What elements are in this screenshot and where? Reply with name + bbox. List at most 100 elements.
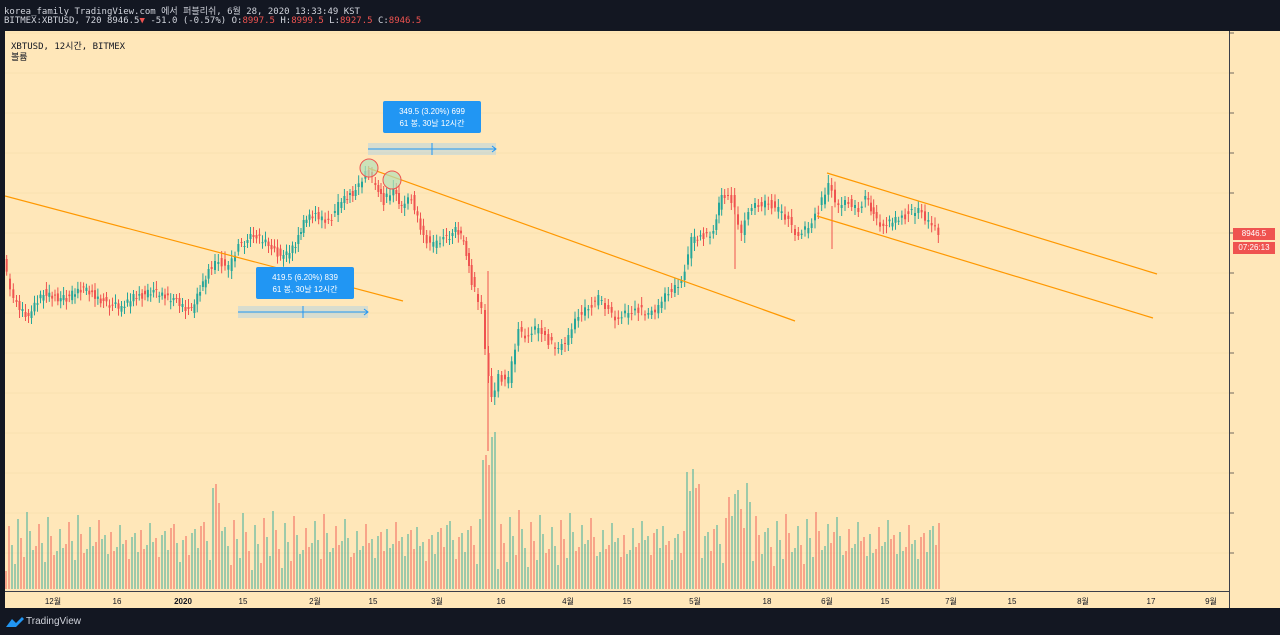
- volume-bar: [170, 528, 172, 589]
- down-arrow-icon: ▼: [139, 16, 145, 26]
- volume-bar: [863, 537, 865, 589]
- candle-body: [567, 335, 570, 345]
- candle-body: [164, 294, 166, 299]
- candle-body: [135, 298, 138, 299]
- volume-bar: [242, 513, 244, 589]
- candle-body: [74, 294, 76, 297]
- volume-bar: [692, 469, 694, 589]
- volume-bar: [758, 535, 760, 589]
- candle-body: [175, 298, 178, 299]
- candle-body: [230, 258, 233, 271]
- candle-body: [924, 211, 926, 221]
- volume-bar: [665, 545, 667, 589]
- volume-bar: [839, 536, 841, 589]
- candle-body: [343, 196, 346, 203]
- volume-bar: [215, 484, 217, 589]
- volume-bar: [89, 527, 91, 589]
- volume-bar: [377, 536, 379, 589]
- candle-body: [804, 226, 806, 230]
- candle-body: [664, 293, 666, 302]
- candle-body: [392, 188, 395, 196]
- candle-body: [407, 197, 409, 204]
- candle-body: [62, 295, 65, 301]
- candle-body: [715, 219, 718, 230]
- candle-body: [657, 305, 660, 314]
- candle-body: [604, 303, 606, 309]
- volume-bar: [524, 548, 526, 589]
- candle-body: [138, 294, 141, 296]
- volume-bar: [710, 551, 712, 589]
- tradingview-logo-icon[interactable]: [6, 617, 24, 627]
- arrow-right-icon: [491, 145, 497, 153]
- candle-body: [712, 231, 715, 234]
- candle-body: [696, 239, 699, 241]
- volume-bar: [917, 559, 919, 589]
- volume-bar: [821, 550, 823, 589]
- volume-bar: [410, 530, 412, 589]
- volume-bar: [806, 519, 808, 589]
- volume-bar: [887, 520, 889, 589]
- volume-bar: [473, 545, 475, 589]
- candle-body: [680, 280, 683, 283]
- volume-bar: [530, 522, 532, 589]
- candle-body: [630, 313, 633, 314]
- candle-body: [504, 374, 506, 380]
- volume-bar: [545, 553, 547, 589]
- volume-bar: [371, 539, 373, 589]
- volume-bar: [857, 522, 859, 589]
- volume-bar: [389, 548, 391, 589]
- candle-body: [534, 326, 536, 330]
- volume-bar: [317, 540, 319, 589]
- volume-bar: [302, 550, 304, 589]
- volume-bar: [356, 531, 358, 589]
- candle-body: [291, 245, 294, 253]
- measure-label-line2: 61 봉, 30날 12시간: [399, 118, 465, 128]
- chart-pane[interactable]: 349.5 (3.20%) 699 61 봉, 30날 12시간 419.5 (6.…: [5, 31, 1229, 591]
- volume-bar: [731, 516, 733, 589]
- tradingview-brand[interactable]: TradingView: [26, 616, 82, 627]
- volume-bar: [896, 554, 898, 589]
- price-axis[interactable]: 8946.5 07:26:13: [1229, 31, 1280, 608]
- volume-bar: [437, 532, 439, 589]
- candle-body: [760, 202, 763, 207]
- volume-bar: [623, 535, 625, 589]
- volume-bar: [836, 517, 838, 589]
- volume-bar: [329, 552, 331, 589]
- volume-bar: [602, 530, 604, 589]
- volume-bar: [137, 552, 139, 589]
- volume-bar: [173, 524, 175, 589]
- candle-body: [161, 292, 164, 296]
- volume-bar: [554, 546, 556, 589]
- candle-body: [917, 208, 920, 213]
- candle-body: [451, 233, 454, 236]
- candle-body: [333, 211, 336, 213]
- candle-body: [807, 228, 810, 234]
- volume-bar: [506, 562, 508, 589]
- volume-bar: [284, 523, 286, 589]
- volume-bar: [359, 550, 361, 589]
- volume-bar: [224, 527, 226, 589]
- volume-bar: [155, 538, 157, 589]
- time-axis[interactable]: 12월 16 2020 15 2월 15 3월 16 4월 15 5월 18 6월 15 7월 15 8월 17 9…: [5, 591, 1229, 609]
- volume-bar: [755, 516, 757, 589]
- candle-body: [677, 287, 680, 288]
- candle-body: [59, 298, 62, 302]
- candle-body: [891, 222, 894, 227]
- candle-body: [885, 225, 888, 226]
- volume-bar: [227, 546, 229, 589]
- volume-bar: [800, 545, 802, 589]
- volume-legend: 볼륨: [11, 53, 28, 63]
- candle-body: [15, 300, 18, 302]
- volume-bar: [230, 565, 232, 589]
- candle-body: [537, 328, 540, 334]
- candle-body: [934, 225, 936, 227]
- volume-bar: [191, 533, 193, 589]
- volume-bar: [797, 526, 799, 589]
- volume-bar: [176, 543, 178, 589]
- candle-body: [937, 227, 940, 235]
- volume-bar: [689, 491, 691, 589]
- candle-body: [149, 294, 152, 296]
- candle-body: [324, 219, 327, 223]
- candle-body: [152, 290, 155, 293]
